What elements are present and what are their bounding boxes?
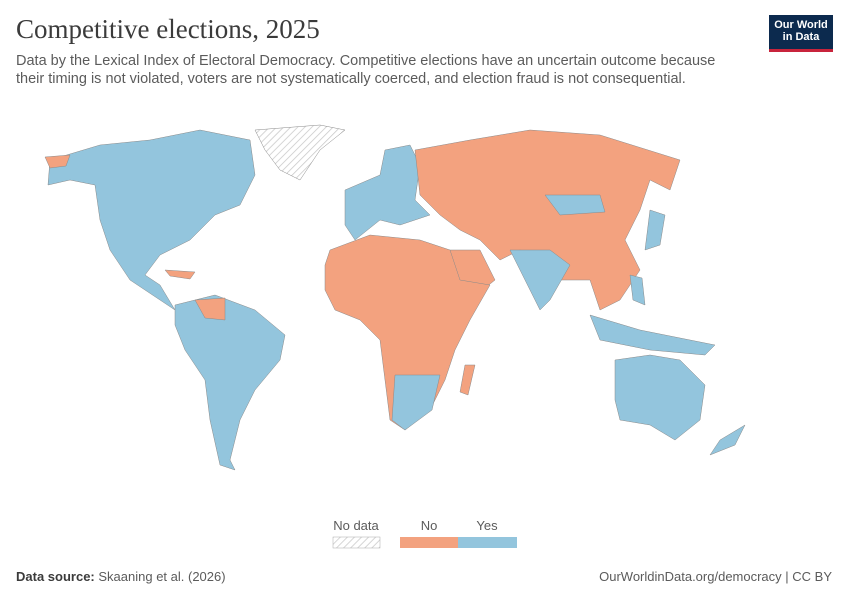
legend-label: No data (333, 518, 379, 533)
philippines (629, 274, 646, 306)
new-zealand (709, 424, 746, 456)
india (509, 249, 571, 311)
legend-swatch (458, 537, 517, 548)
legend-label: Yes (476, 518, 498, 533)
australia (614, 354, 706, 441)
credit[interactable]: OurWorldinData.org/democracy | CC BY (599, 569, 832, 584)
source: Data source: Skaaning et al. (2026) (16, 569, 226, 584)
chart-title: Competitive elections, 2025 (16, 14, 320, 44)
venezuela (194, 297, 226, 321)
indonesia (589, 314, 716, 356)
south-america (174, 294, 286, 471)
legend: No data No Yes (332, 518, 517, 549)
north-america (47, 129, 256, 311)
legend-swatch (400, 537, 458, 548)
legend-label: No (421, 518, 438, 533)
source-text: Skaaning et al. (2026) (98, 569, 226, 584)
southern-africa (391, 374, 441, 431)
cuba (164, 269, 196, 280)
greenland (254, 124, 346, 181)
source-label: Data source: (16, 569, 95, 584)
madagascar (459, 364, 476, 396)
logo[interactable]: Our World in Data (769, 15, 833, 52)
alaska-west (44, 154, 71, 169)
mongolia (544, 194, 606, 216)
regions (44, 124, 746, 471)
chart-subtitle: Data by the Lexical Index of Electoral D… (16, 53, 716, 87)
japan (644, 209, 666, 251)
legend-swatch (332, 536, 381, 549)
russia-asia (414, 129, 681, 311)
europe (344, 144, 431, 241)
